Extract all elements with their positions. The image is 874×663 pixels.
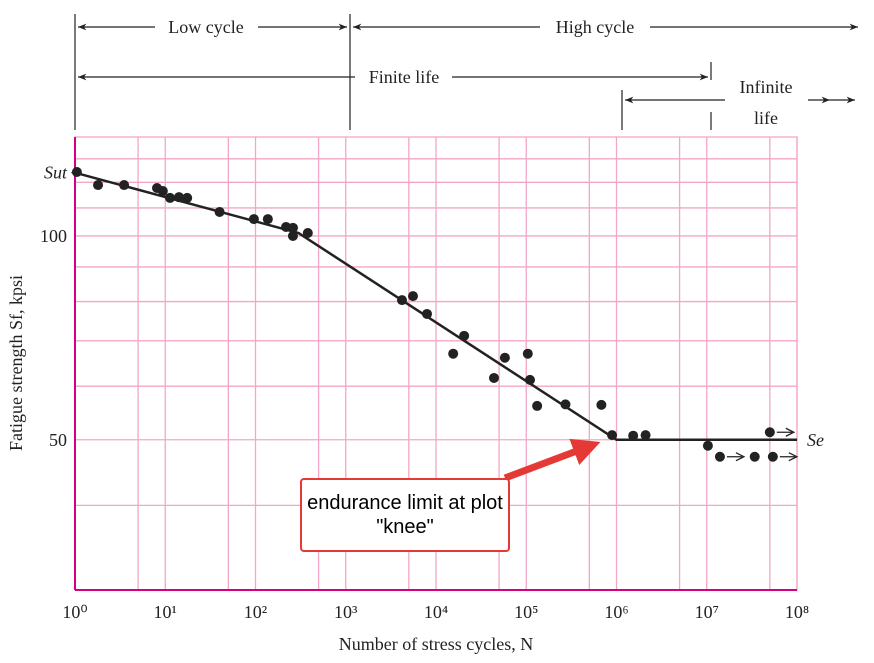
region-label: life [754, 108, 778, 128]
y-tick-label: 100 [40, 226, 67, 246]
x-tick-label: 10² [244, 602, 267, 622]
data-point [448, 348, 459, 359]
data-point [407, 291, 418, 302]
y-tick-label: 50 [49, 430, 67, 450]
data-point [262, 214, 273, 225]
data-point [302, 228, 313, 239]
x-tick-label: 10³ [334, 602, 358, 622]
x-tick-label: 10⁷ [695, 602, 719, 622]
region-annotations [74, 14, 858, 130]
x-tick-label: 10⁰ [62, 602, 87, 622]
x-tick-label: 10⁴ [424, 602, 448, 622]
data-point [628, 430, 639, 441]
data-point [488, 372, 499, 383]
region-label: Finite life [369, 67, 440, 87]
y-tick-label: Sut [44, 163, 68, 183]
region-label: High cycle [556, 17, 634, 37]
region-label: Infinite [740, 77, 793, 97]
data-point [714, 451, 725, 462]
data-point [182, 192, 193, 203]
runout-arrow [776, 427, 796, 437]
sn-curve [74, 171, 797, 442]
runout-arrow [726, 452, 746, 462]
x-tick-label: 10⁶ [604, 602, 628, 622]
x-axis-label: Number of stress cycles, N [339, 634, 533, 654]
x-tick-label: 10⁵ [514, 602, 538, 622]
x-tick-label: 10⁸ [785, 602, 809, 622]
data-point [640, 430, 651, 441]
data-point [522, 348, 533, 359]
data-point [749, 451, 760, 462]
data-point [532, 400, 543, 411]
callout-arrow [503, 438, 601, 482]
data-point [767, 451, 778, 462]
line-label: Se [807, 430, 824, 450]
runout-arrow [779, 452, 799, 462]
data-point [596, 399, 607, 410]
data-point [422, 308, 433, 319]
data-point [157, 186, 168, 197]
y-axis-label: Fatigue strength Sf, kpsi [6, 275, 26, 451]
data-point [764, 427, 775, 438]
data-point [499, 352, 510, 363]
data-point [702, 440, 713, 451]
x-tick-label: 10¹ [154, 602, 177, 622]
callout: endurance limit at plot "knee" [300, 478, 510, 552]
data-point [93, 180, 104, 191]
region-label: Low cycle [168, 17, 243, 37]
